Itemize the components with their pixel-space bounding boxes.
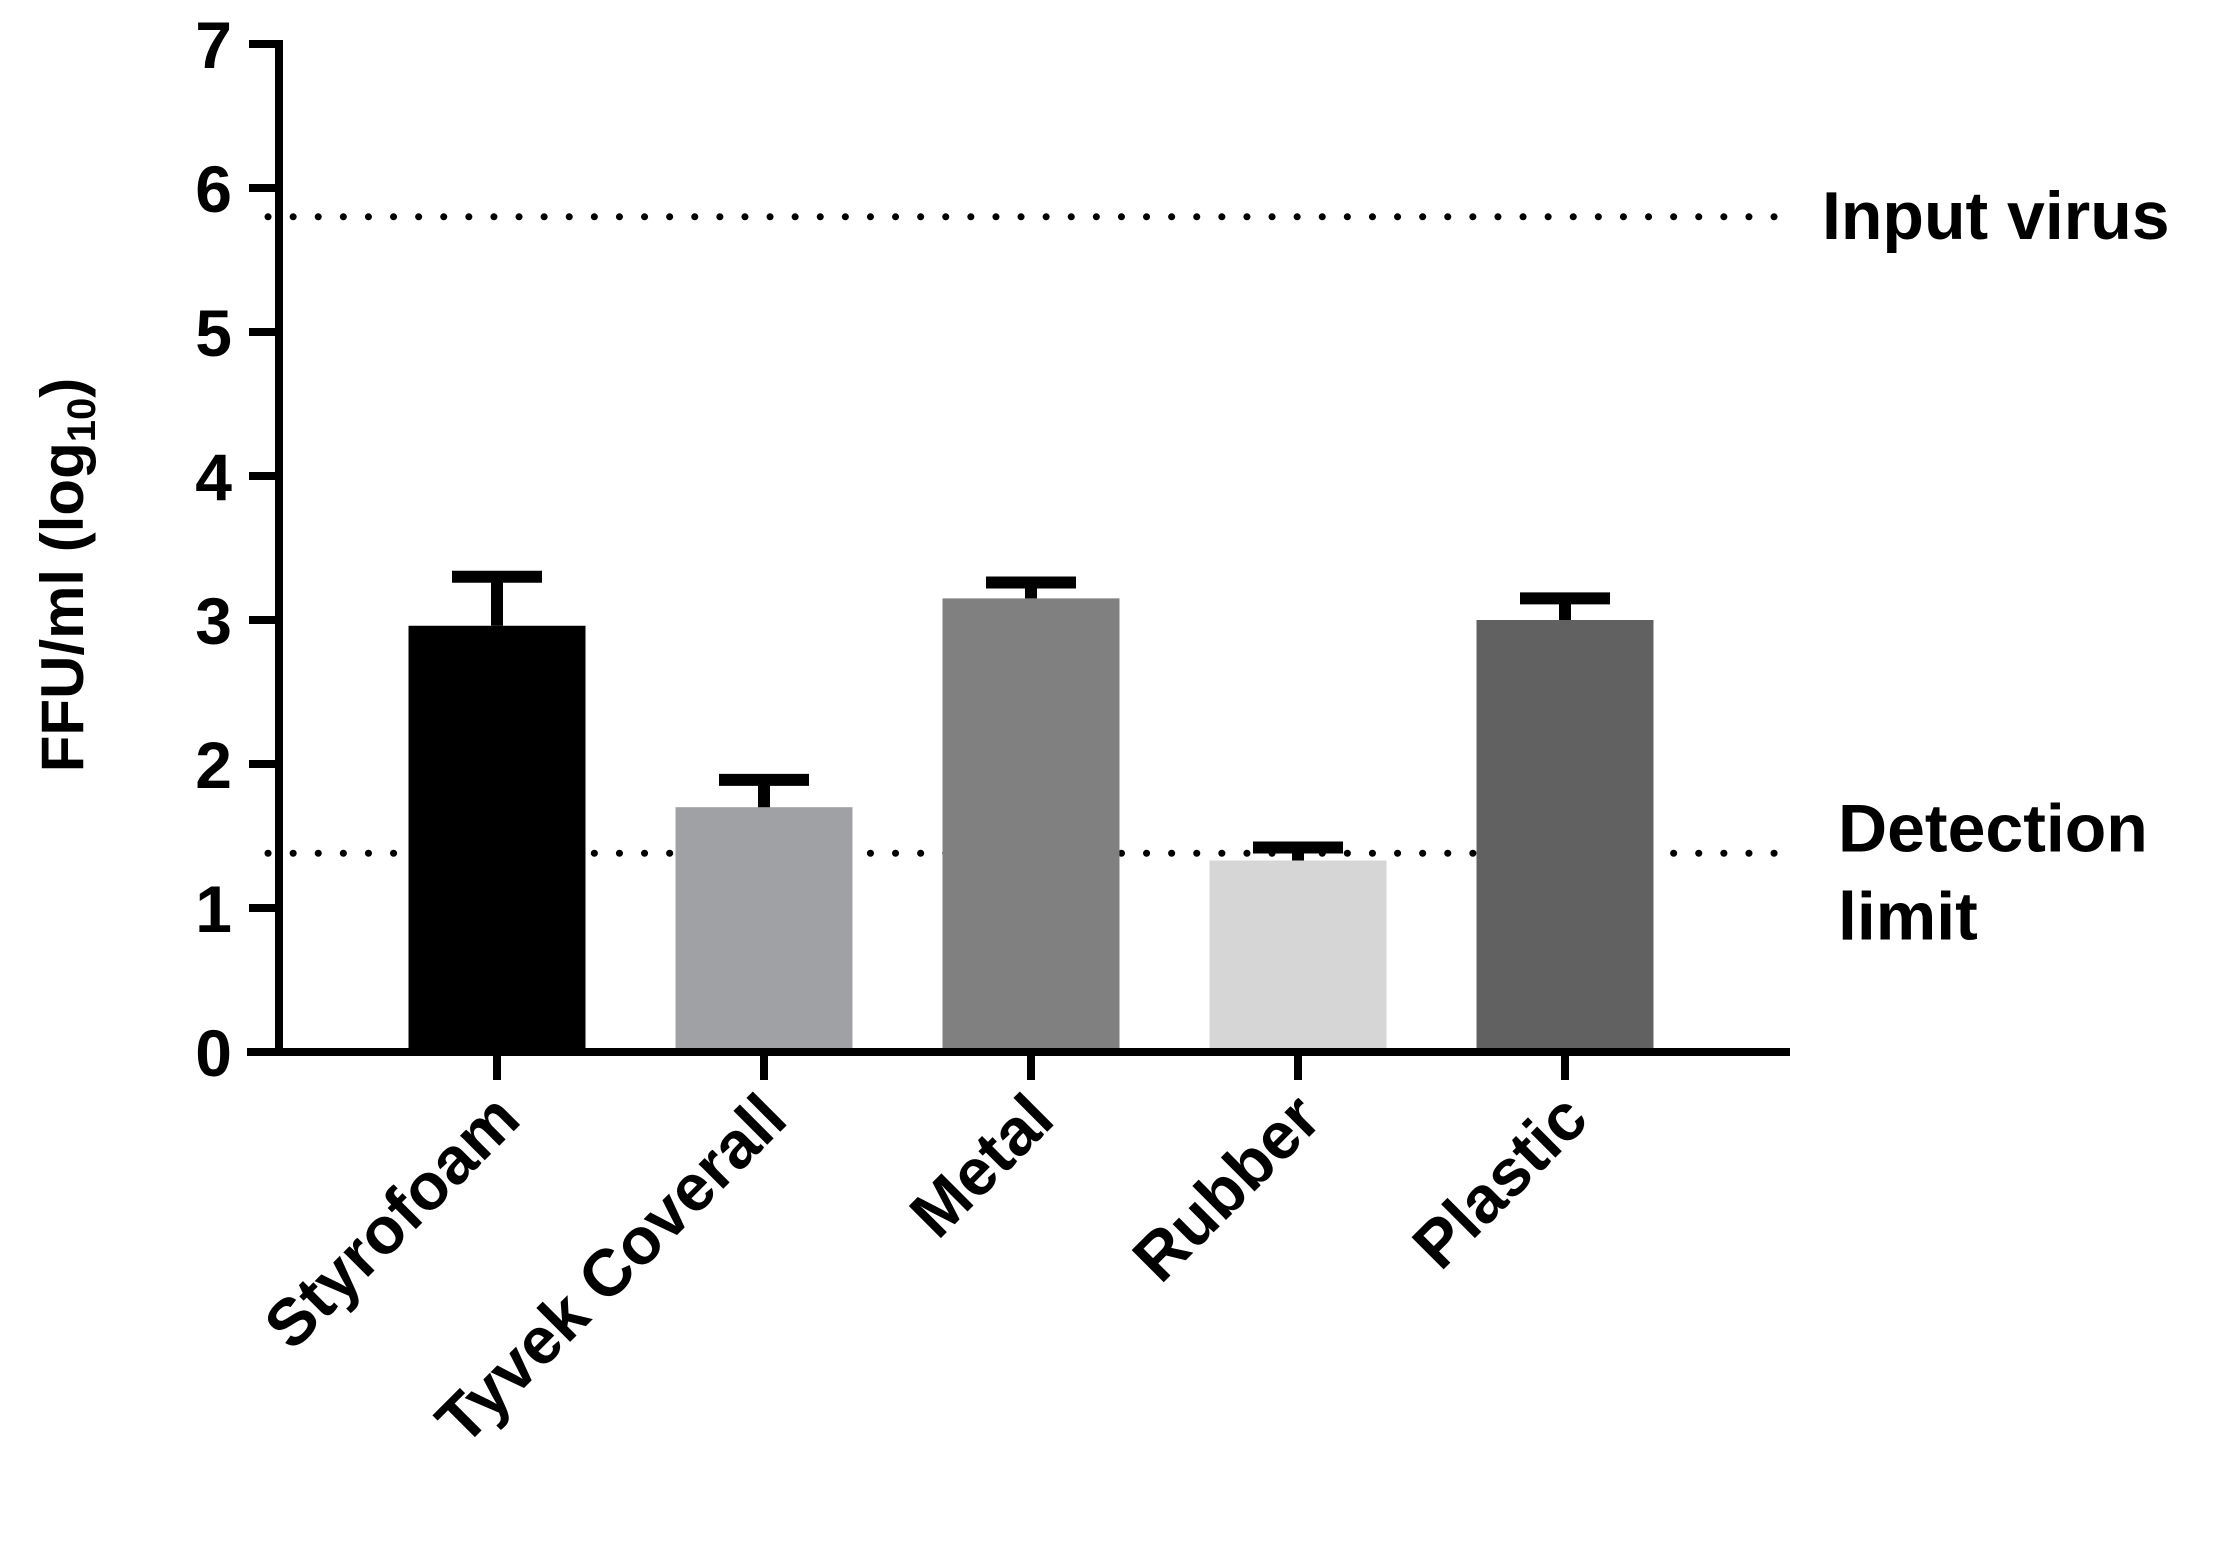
x-tick-label-plastic: Plastic [1398, 1080, 1601, 1283]
y-tick-label-7: 7 [195, 8, 232, 82]
y-tick-label-6: 6 [195, 152, 232, 226]
bar-plastic [1476, 620, 1654, 1052]
reference-line-label: Input virus [1822, 178, 2170, 254]
reference-line-label: Detection [1838, 790, 2148, 866]
error-bar [452, 570, 542, 626]
y-axis-title: FFU/ml (log10) [29, 378, 104, 772]
bar-metal [942, 598, 1120, 1052]
y-tick-label-2: 2 [195, 728, 232, 802]
y-tick-label-0: 0 [195, 1016, 232, 1090]
x-tick-label-metal: Metal [895, 1080, 1067, 1252]
x-tick-label-rubber: Rubber [1118, 1080, 1334, 1296]
reference-line-label: limit [1838, 878, 1978, 954]
y-axis-title-main: FFU/ml (log [29, 442, 96, 772]
y-tick-label-3: 3 [195, 584, 232, 658]
bar-styrofoam [408, 625, 586, 1052]
error-bar [719, 773, 809, 808]
bar-tyvek-coverall [675, 807, 853, 1052]
error-bar [1253, 841, 1343, 861]
x-tick-label-styrofoam: Styrofoam [250, 1080, 533, 1363]
error-bar [1520, 592, 1610, 620]
error-bar [986, 576, 1076, 599]
bars [408, 598, 1654, 1052]
bar-rubber [1209, 860, 1387, 1052]
y-axis-title-subscript: 10 [60, 398, 104, 443]
y-tick-label-1: 1 [195, 872, 232, 946]
y-axis-title-close: ) [29, 378, 96, 398]
error-bars [452, 570, 1610, 861]
y-tick-label-4: 4 [195, 440, 232, 514]
y-tick-label-5: 5 [195, 296, 232, 370]
axis-ticks [249, 40, 1569, 1080]
axes [247, 40, 1790, 1056]
y-axis-title-group: FFU/ml (log10) [29, 378, 104, 772]
